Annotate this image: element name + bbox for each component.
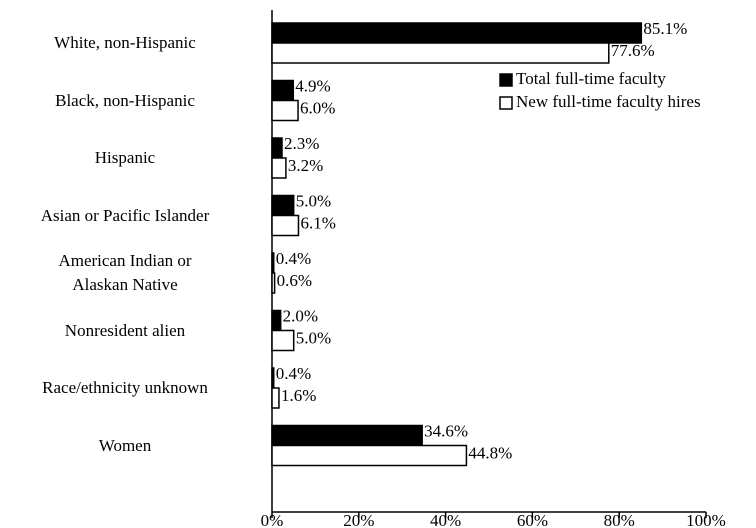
value-label: 6.1% <box>300 213 335 232</box>
x-tick-label: 40% <box>430 511 461 528</box>
value-label: 0.4% <box>276 249 311 268</box>
value-label: 85.1% <box>643 19 687 38</box>
category-label: American Indian or Alaskan Native <box>58 251 192 294</box>
bar <box>271 387 280 409</box>
bar <box>271 22 643 44</box>
legend-label: New full-time faculty hires <box>516 92 701 111</box>
x-tick-label: 60% <box>517 511 548 528</box>
category-label: White, non-Hispanic <box>54 33 196 52</box>
bar <box>271 137 283 159</box>
bar <box>271 214 300 237</box>
value-label: 3.2% <box>288 156 323 175</box>
category-label: Nonresident alien <box>64 320 186 340</box>
category-label: Race/ethnicity unknown <box>42 378 208 397</box>
category-label: Black, non-Hispanic <box>55 90 195 110</box>
x-tick-label: 80% <box>604 511 635 528</box>
value-label: 2.3% <box>284 134 319 153</box>
bar <box>271 367 275 389</box>
bar <box>271 444 468 467</box>
bar <box>271 252 275 274</box>
bar <box>271 424 423 447</box>
value-label: 5.0% <box>296 328 331 347</box>
value-label: 34.6% <box>424 421 468 440</box>
value-label: 6.0% <box>300 98 335 117</box>
bar <box>271 329 295 352</box>
category-label: Hispanic <box>94 148 156 167</box>
value-label: 0.4% <box>276 364 311 383</box>
bar <box>271 157 287 179</box>
value-label: 5.0% <box>296 191 331 210</box>
legend-swatch <box>499 96 513 110</box>
bar <box>271 99 299 122</box>
value-label: 77.6% <box>611 41 655 60</box>
value-label: 44.8% <box>468 443 512 462</box>
x-tick-label: 20% <box>343 511 374 528</box>
value-label: 1.6% <box>281 386 316 405</box>
value-label: 2.0% <box>283 306 318 325</box>
legend-label: Total full-time faculty <box>516 69 666 88</box>
x-tick-label: 0% <box>261 511 284 528</box>
bar <box>271 42 610 64</box>
value-label: 0.6% <box>277 271 312 290</box>
category-label: Women <box>98 435 152 455</box>
value-label: 4.9% <box>295 76 330 95</box>
bar <box>271 309 282 332</box>
legend-swatch <box>499 73 513 87</box>
bar <box>271 194 295 217</box>
category-label: Asian or Pacific Islander <box>40 205 210 225</box>
x-tick-label: 100% <box>686 511 726 528</box>
bar <box>271 272 276 294</box>
bar <box>271 79 295 102</box>
